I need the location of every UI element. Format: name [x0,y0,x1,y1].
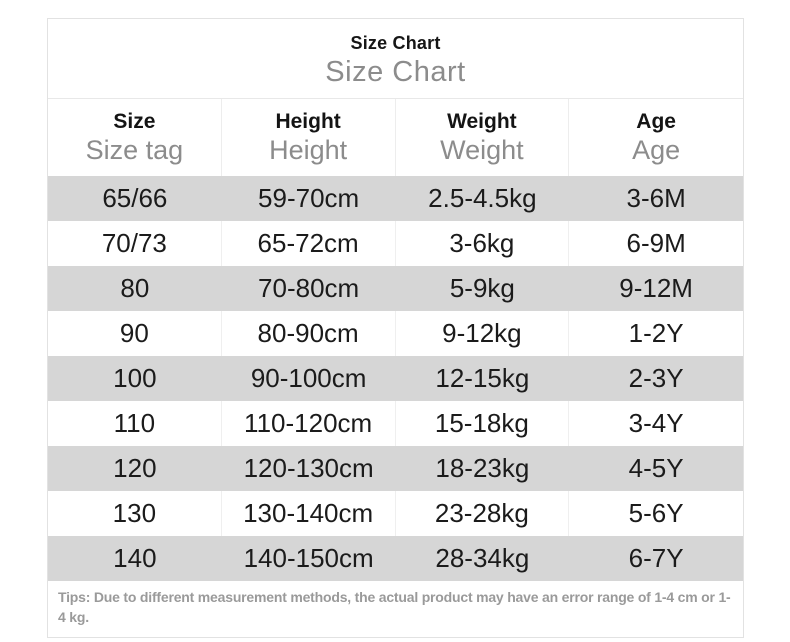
table-cell: 70/73 [48,221,222,266]
table-cell: 90-100cm [250,363,367,393]
table-title-cell: Size Chart Size Chart [48,19,743,99]
table-header-row: Size Size tag Height Height Weight Weight Age A… [48,99,743,176]
table-cell: 28-34kg [435,543,530,573]
table-cell: 15-18kg [396,401,570,446]
table-cell: 3-6M [626,183,686,213]
column-label: Weight [447,109,517,133]
column-sublabel: Height [269,134,348,165]
column-header-height: Height Height [222,99,396,176]
table-cell: 90 [48,311,222,356]
table-cell: 12-15kg [435,363,530,393]
table-cell: 2.5-4.5kg [428,183,537,213]
column-label: Age [636,109,676,133]
table-cell: 4-5Y [628,453,684,483]
table-cell: 110-120cm [222,401,396,446]
column-label: Height [275,109,341,133]
table-row: 140 140-150cm 28-34kg 6-7Y [48,536,743,581]
table-cell: 110 [48,401,222,446]
chart-subtitle: Size Chart [325,55,466,88]
table-cell: 120-130cm [243,453,374,483]
column-header-age: Age Age [569,99,743,176]
table-cell: 18-23kg [435,453,530,483]
table-cell: 6-7Y [628,543,684,573]
table-row: 90 80-90cm 9-12kg 1-2Y [48,311,743,356]
column-header-size: Size Size tag [48,99,222,176]
table-row: 100 90-100cm 12-15kg 2-3Y [48,356,743,401]
column-sublabel: Size tag [85,134,184,165]
table-row: 65/66 59-70cm 2.5-4.5kg 3-6M [48,176,743,221]
table-cell: 100 [113,363,157,393]
table-row: 130 130-140cm 23-28kg 5-6Y [48,491,743,536]
table-cell: 9-12kg [396,311,570,356]
column-label: Size [113,109,156,133]
table-cell: 3-6kg [396,221,570,266]
size-chart-table: Size Chart Size Chart Size Size tag Height… [47,18,744,638]
table-body: 65/66 59-70cm 2.5-4.5kg 3-6M 70/73 65-72cm 3-6… [48,176,743,581]
table-cell: 130 [48,491,222,536]
table-cell: 120 [113,453,157,483]
table-cell: 65-72cm [222,221,396,266]
table-cell: 1-2Y [628,318,684,348]
column-header-weight: Weight Weight [396,99,570,176]
table-row: 70/73 65-72cm 3-6kg 6-9M [48,221,743,266]
table-cell: 9-12M [619,273,693,303]
tips-note: Tips: Due to different measurement metho… [58,589,731,625]
table-row: 120 120-130cm 18-23kg 4-5Y [48,446,743,491]
table-row: 110 110-120cm 15-18kg 3-4Y [48,401,743,446]
table-cell: 140-150cm [243,543,374,573]
table-cell: 80 [120,273,150,303]
table-cell: 65/66 [102,183,168,213]
table-cell: 2-3Y [628,363,684,393]
table-cell: 3-4Y [628,408,684,438]
table-row: 80 70-80cm 5-9kg 9-12M [48,266,743,311]
column-sublabel: Weight [440,134,524,165]
table-cell: 70-80cm [258,273,360,303]
table-cell: 80-90cm [222,311,396,356]
column-sublabel: Age [632,134,681,165]
table-cell: 130-140cm [222,491,396,536]
table-cell: 5-9kg [449,273,515,303]
table-cell: 6-9M [626,228,686,258]
table-cell: 59-70cm [258,183,360,213]
table-cell: 140 [113,543,157,573]
table-cell: 23-28kg [396,491,570,536]
chart-title: Size Chart [350,32,441,53]
table-cell: 5-6Y [628,498,684,528]
